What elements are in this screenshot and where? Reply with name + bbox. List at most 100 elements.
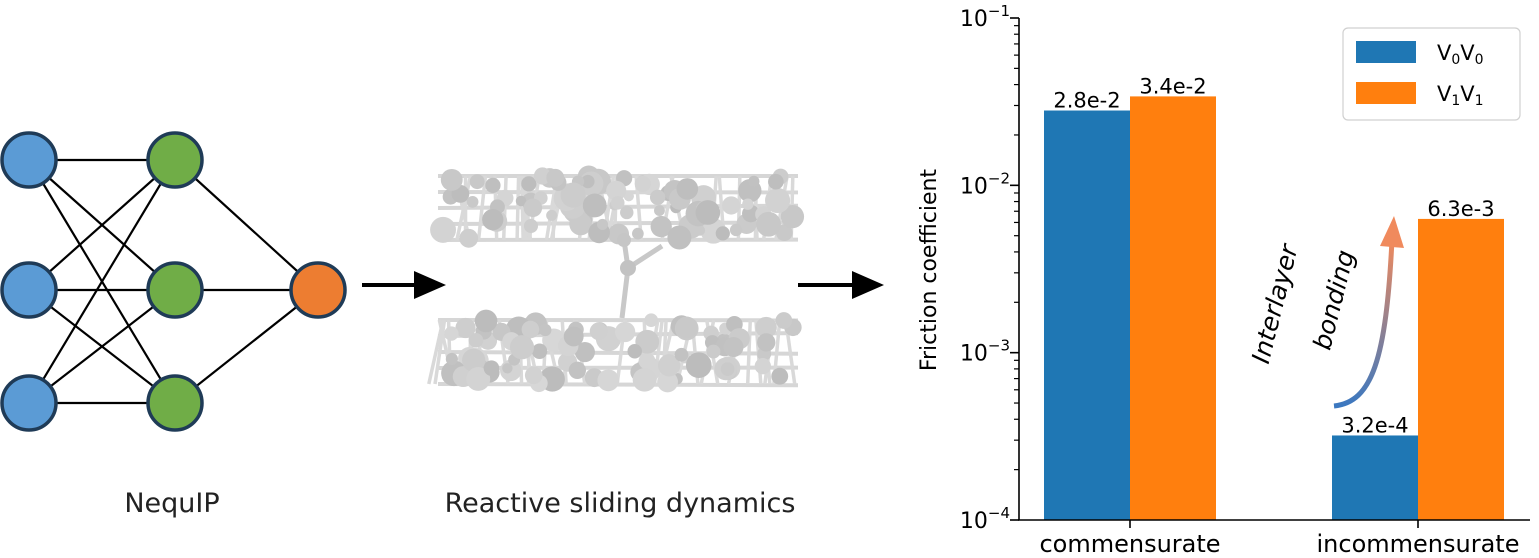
atom [627, 343, 642, 359]
atom [775, 312, 793, 329]
atom [675, 316, 698, 339]
atom [776, 224, 793, 242]
bilayer-simulation-image [427, 165, 805, 393]
arrow-right-icon [798, 271, 884, 299]
network-edge [28, 159, 176, 404]
y-tick-label: 10−1 [960, 2, 1010, 32]
atom [468, 333, 484, 348]
legend-swatch-v0v0 [1356, 41, 1416, 63]
atom [574, 342, 595, 363]
atom [757, 333, 776, 352]
atom [610, 196, 625, 210]
atom [440, 168, 463, 191]
input-node [0, 261, 58, 319]
atom [654, 205, 665, 217]
bar-v0v0-incommensurate [1332, 435, 1418, 520]
bar-value-label: 3.4e-2 [1139, 74, 1206, 98]
atom [509, 335, 535, 360]
x-tick-label-incommensurate: incommensurate [1317, 530, 1520, 558]
atom [539, 323, 552, 337]
atom [771, 367, 789, 385]
bar-v1v1-incommensurate [1418, 218, 1504, 521]
atom [568, 361, 586, 380]
atom [430, 216, 457, 243]
atom [620, 205, 634, 220]
atom [582, 193, 607, 218]
atom [765, 187, 791, 214]
atom [650, 215, 672, 238]
y-tick-label: 10−3 [960, 337, 1010, 367]
lower-layer [427, 309, 802, 393]
arrow-right-icon [362, 271, 446, 299]
annotation-line-2: bonding [1307, 247, 1360, 353]
atom [469, 174, 485, 190]
y-axis-ticks: 10−4 10−3 10−2 10−1 [960, 2, 1019, 534]
atom [676, 178, 699, 200]
atom [521, 176, 537, 192]
atom [754, 357, 772, 375]
atom [581, 174, 595, 189]
interlayer-bonding-annotation: Interlayer bonding [1246, 216, 1404, 409]
atom [459, 228, 479, 248]
atom [768, 173, 784, 190]
atom [483, 360, 500, 376]
atom [634, 175, 651, 193]
atom [523, 198, 543, 218]
bar-v0v0-commensurate [1044, 110, 1130, 521]
atom [523, 218, 539, 234]
network-edge [174, 159, 319, 291]
atom [667, 225, 692, 250]
network-edge [174, 289, 319, 404]
upper-layer [430, 165, 805, 250]
atom [444, 326, 459, 341]
bar-value-label: 2.8e-2 [1053, 89, 1120, 113]
atom [694, 225, 706, 236]
atom [546, 168, 565, 187]
bar-value-labels: 2.8e-2 3.2e-4 3.4e-2 6.3e-3 [1053, 74, 1494, 437]
atom [644, 313, 659, 328]
input-node [0, 131, 58, 189]
atom [755, 316, 777, 339]
atom [462, 348, 486, 372]
atom [635, 329, 660, 354]
bar-v1v1-commensurate [1130, 96, 1216, 520]
atom [723, 337, 744, 357]
atom [521, 320, 540, 339]
simulation-caption: Reactive sliding dynamics [445, 488, 796, 519]
bar-value-label: 3.2e-4 [1341, 413, 1408, 437]
atom [658, 354, 681, 377]
atom [780, 205, 805, 229]
atom [715, 226, 730, 241]
atom [623, 190, 634, 202]
atom [466, 195, 479, 208]
atom [722, 196, 741, 215]
atom [685, 352, 712, 378]
x-tick-label-commensurate: commensurate [1039, 530, 1220, 558]
atom [606, 180, 627, 201]
y-tick-label: 10−2 [960, 169, 1010, 199]
legend-label-v0v0: V0V0 [1437, 41, 1484, 68]
atom [597, 369, 620, 392]
atom [632, 368, 657, 392]
atom [742, 198, 754, 210]
atom [695, 200, 721, 225]
hidden-node [146, 374, 204, 432]
atom [482, 208, 504, 231]
atom [560, 182, 586, 208]
atom [589, 322, 608, 341]
network-edge [28, 289, 176, 404]
atom [515, 195, 527, 207]
network-nodes [0, 131, 347, 432]
atom [531, 343, 548, 359]
atom [756, 211, 781, 237]
legend-swatch-v1v1 [1356, 82, 1416, 104]
network-edge [28, 159, 176, 291]
output-node [289, 261, 347, 319]
atom [466, 366, 491, 391]
atom [720, 362, 735, 376]
atom [524, 366, 543, 385]
atom [632, 227, 644, 240]
interlayer-bond [617, 233, 664, 319]
y-axis-label: Friction coefficient [917, 169, 942, 371]
hidden-node [146, 261, 204, 319]
